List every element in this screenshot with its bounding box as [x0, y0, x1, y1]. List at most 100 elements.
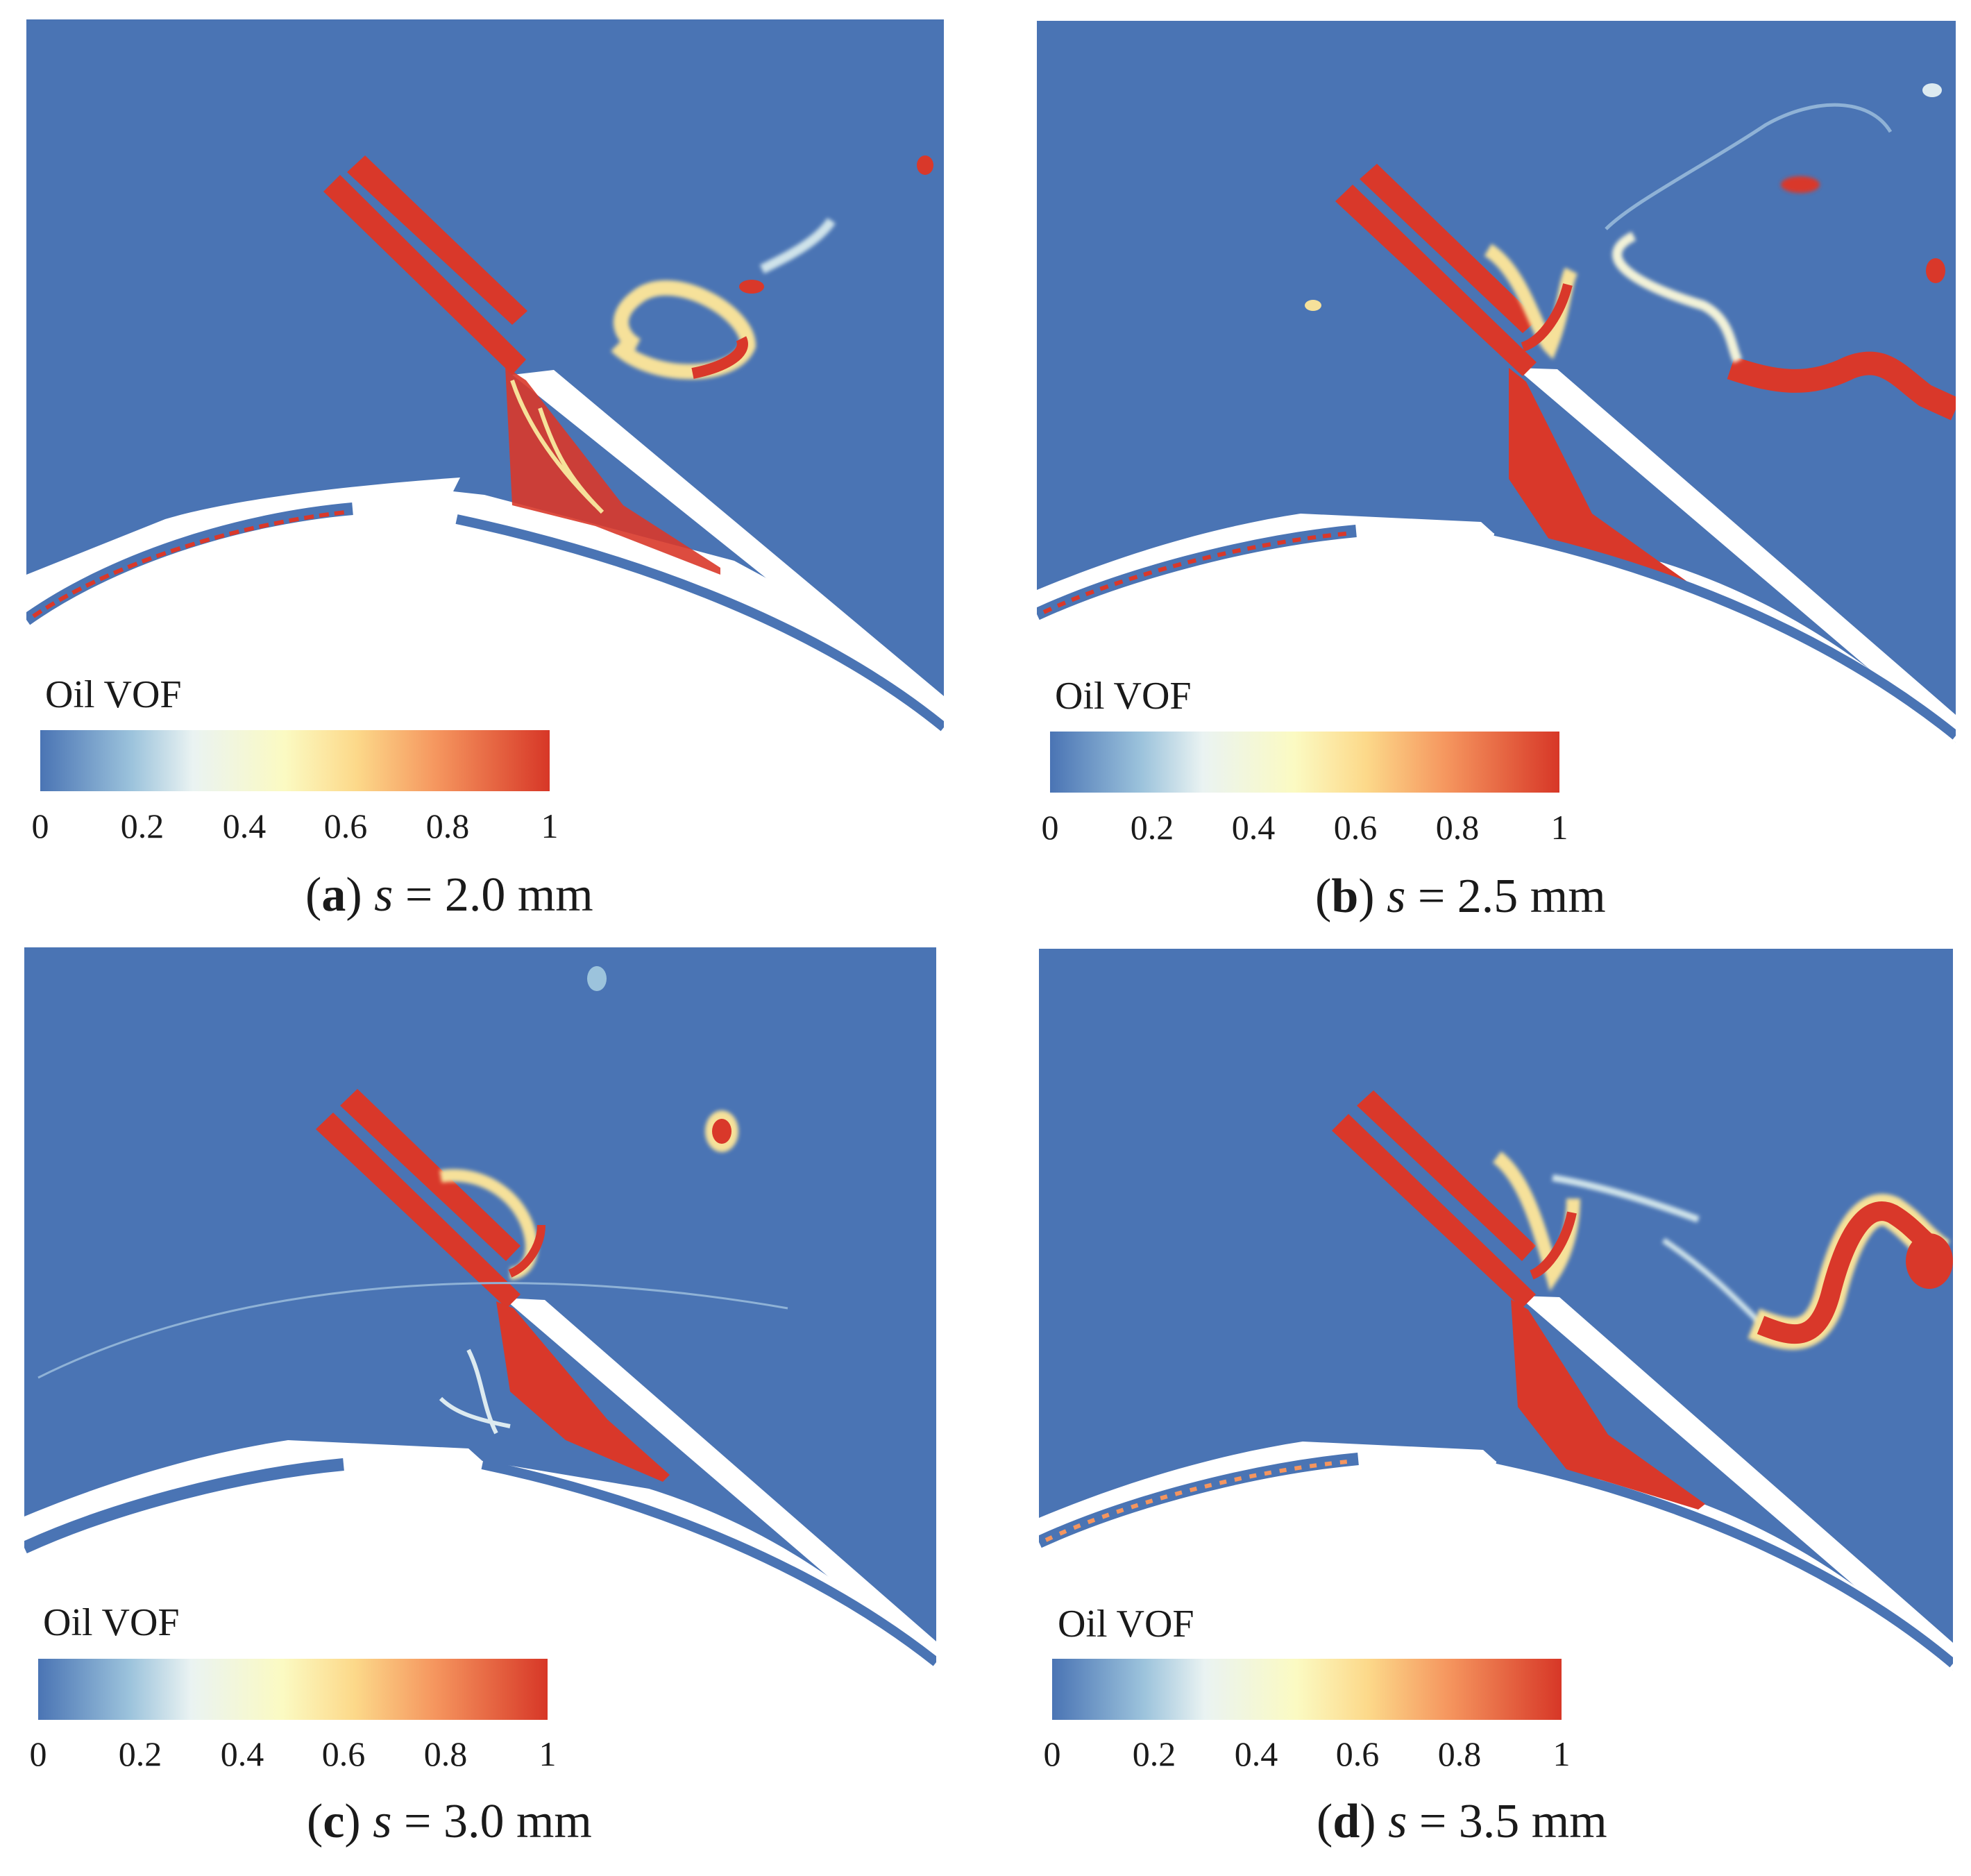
colorbar-tick: 0.4 [222, 806, 267, 845]
droplet [739, 280, 764, 294]
droplet [1305, 300, 1321, 311]
hook-ligament-core [508, 1224, 545, 1278]
oil-jet-2 [1357, 1090, 1536, 1261]
colorbar-tick: 1 [1553, 1734, 1571, 1773]
caption-a: (a) s = 2.0 mm [305, 868, 593, 922]
ligament-loop-core [691, 336, 748, 379]
thin-ligament [1552, 1174, 1700, 1223]
thin-ligament [1612, 231, 1743, 364]
panel-b: Oil VOF [1037, 21, 1956, 743]
oil-jet-2 [347, 155, 527, 325]
colorbar-tick: 0.8 [1437, 1734, 1482, 1773]
hook-ligament-core [1521, 283, 1573, 352]
outer-rim-film [455, 514, 944, 732]
colorbar-tick: 0 [1043, 1734, 1061, 1773]
colorbar-tick: 1 [1550, 808, 1568, 847]
droplet [587, 966, 607, 991]
droplet [917, 155, 933, 175]
colorbar-tick: 0.2 [1130, 808, 1174, 847]
colorbar-tick: 0 [31, 806, 49, 845]
impingement-film [1511, 1299, 1705, 1510]
impingement-film [496, 1301, 670, 1482]
droplet [1906, 1233, 1953, 1289]
impingement-film [1509, 368, 1689, 586]
colorbar-tick: 1 [541, 806, 559, 845]
equals-sign: = [1419, 1795, 1447, 1848]
outer-rim-film [481, 1460, 936, 1666]
oil-jet-1 [1332, 1114, 1536, 1308]
simulation-field-d [1039, 949, 1953, 1671]
gear-tooth-right [1516, 368, 1956, 743]
lower-gear [1039, 1453, 1953, 1671]
legend-title: Oil VOF [1055, 675, 1192, 718]
variable-symbol: s [374, 868, 394, 922]
legend-title: Oil VOF [1058, 1603, 1194, 1646]
colorbar-tick: 0.2 [1132, 1734, 1176, 1773]
gear-gap-film [24, 1458, 344, 1554]
colorbar-tick: 1 [539, 1734, 557, 1773]
spacing-value: 3.5 mm [1458, 1795, 1607, 1848]
faint-interface [37, 1282, 788, 1379]
variable-symbol: s [1387, 870, 1406, 923]
gear-tooth-right [503, 1298, 936, 1669]
equals-sign: = [403, 1795, 432, 1848]
simulation-field-a [26, 19, 944, 741]
colorbar-tick: 0.4 [220, 1734, 264, 1773]
simulation-field-c [24, 947, 936, 1669]
colorbar [1050, 732, 1559, 793]
outer-rim-film [1494, 526, 1956, 740]
lower-gear [24, 1459, 936, 1669]
panel-letter: a [321, 868, 346, 922]
equals-sign: = [1417, 870, 1446, 923]
impingement-film [505, 366, 720, 575]
colorbar-tick: 0.8 [1435, 808, 1480, 847]
lower-gear [26, 505, 944, 741]
colorbar-tick: 0.8 [423, 1734, 468, 1773]
hook-ligament-core [1529, 1211, 1577, 1280]
droplet [1926, 258, 1945, 283]
colorbar-tick: 0.6 [323, 806, 368, 845]
droplet [1781, 176, 1820, 193]
outer-rim-film [1496, 1454, 1953, 1668]
droplet-trail [759, 217, 836, 274]
legend-title: Oil VOF [43, 1601, 180, 1644]
lower-gear [1037, 525, 1956, 743]
colorbar-tick: 0.6 [1335, 1734, 1380, 1773]
caption-b: (b) s = 2.5 mm [1315, 870, 1606, 923]
caption-c: (c) s = 3.0 mm [307, 1795, 592, 1848]
colorbar-tick: 0.4 [1231, 808, 1276, 847]
droplet-core [712, 1119, 731, 1144]
ligament-loop [611, 280, 756, 380]
wavy-ligament-core [1757, 1201, 1947, 1344]
droplet [1922, 83, 1942, 97]
colorbar-tick: 0.2 [120, 806, 164, 845]
gear-gap-oil [32, 510, 346, 618]
panel-letter: b [1331, 870, 1359, 923]
flow-domain [1039, 949, 1953, 1671]
flow-domain [1037, 21, 1956, 743]
panel-a: Oil VOF [26, 19, 944, 741]
colorbar-tick: 0.6 [321, 1734, 366, 1773]
variable-symbol: s [373, 1795, 392, 1848]
panel-c: Oil VOF [24, 947, 936, 1669]
splash-ligaments [439, 1349, 511, 1435]
colorbar-tick: 0 [1041, 808, 1059, 847]
gear-gap-oil [1042, 531, 1353, 614]
gear-tooth-right [1518, 1296, 1953, 1671]
colorbar [1052, 1659, 1562, 1720]
spacing-value: 2.5 mm [1457, 870, 1606, 923]
spacing-value: 2.0 mm [444, 868, 593, 922]
colorbar-tick: 0.8 [425, 806, 470, 845]
gear-tooth-right [512, 370, 944, 720]
colorbar-tick: 0.6 [1333, 808, 1378, 847]
spacing-value: 3.0 mm [443, 1795, 592, 1848]
equals-sign: = [405, 868, 433, 922]
colorbar-tick: 0.4 [1234, 1734, 1278, 1773]
variable-symbol: s [1388, 1795, 1407, 1848]
wavy-ligament [1727, 351, 1956, 421]
colorbar-tick: 0 [29, 1734, 47, 1773]
oil-jet-1 [323, 175, 526, 375]
film-streaks [510, 380, 604, 514]
caption-d: (d) s = 3.5 mm [1317, 1795, 1607, 1848]
colorbar-tick: 0.2 [118, 1734, 162, 1773]
